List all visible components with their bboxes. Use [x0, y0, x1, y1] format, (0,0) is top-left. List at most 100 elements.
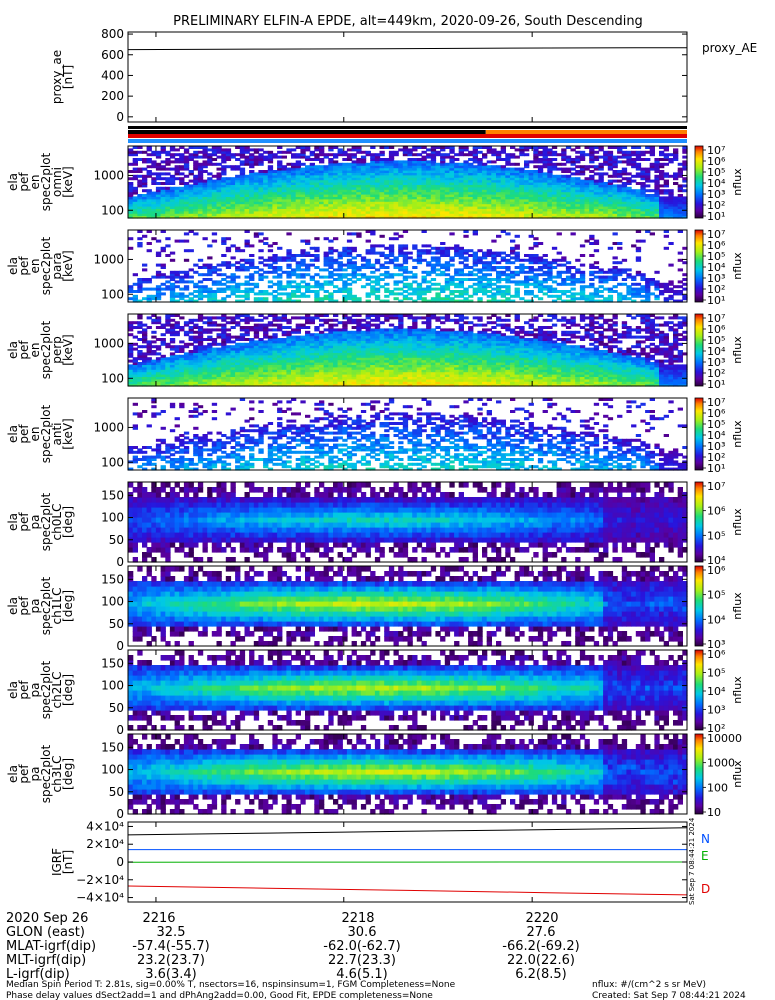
- y-axis-label-spec_ch1LC: [deg]: [61, 590, 75, 622]
- y-axis-label-spec_ch0LC: pef: [17, 512, 31, 532]
- footer-line-1: Median Spin Period T: 2.81s, sig=0.00% T…: [6, 980, 456, 990]
- y-axis-label-spec_ch0LC: [deg]: [61, 506, 75, 538]
- orbit-bars: [128, 126, 687, 143]
- y-tick-label-spec_ch2LC: 0: [116, 723, 124, 737]
- y-axis-label-spec_en_anti: pef: [17, 424, 31, 444]
- colorbar-tick-spec_en_para: 10⁵: [707, 250, 725, 263]
- x-tick-label: 2216: [142, 911, 175, 926]
- legend-igrf-n: N: [701, 832, 710, 846]
- ephem-row-label: MLAT-igrf(dip): [6, 939, 96, 954]
- colorbar-tick-spec_en_anti: 10⁴: [707, 429, 726, 442]
- colorbar-tick-spec_ch3LC: 10000: [707, 732, 742, 745]
- y-axis-label-spec_ch0LC: spec2plot: [39, 492, 53, 551]
- y-axis-label-spec_ch1LC: pa: [28, 599, 42, 614]
- colorbar-label-spec_ch2LC: nflux: [731, 676, 744, 704]
- panel-frame-spec_ch0LC: [127, 481, 688, 563]
- y-axis-label-spec_ch0LC: pa: [28, 515, 42, 530]
- colorbar-tick-spec_ch1LC: 10⁵: [707, 589, 725, 602]
- y-tick-label-spec_ch1LC: 150: [101, 572, 124, 586]
- y-axis-label-spec_en_para: ela: [6, 257, 20, 275]
- colorbar-tick-spec_en_anti: 10⁵: [707, 418, 725, 431]
- colorbar-tick-spec_ch0LC: 10⁷: [707, 480, 725, 493]
- y-tick-label-spec_ch3LC: 50: [109, 785, 124, 799]
- colorbar-tick-spec_en_anti: 10³: [707, 440, 725, 453]
- colorbar-tick-spec_en_para: 10²: [707, 283, 725, 296]
- colorbar-tick-spec_ch2LC: 10²: [707, 722, 725, 735]
- y-tick-label-igrf: −2×10⁴: [76, 873, 124, 887]
- y-tick-label-spec_ch1LC: 0: [116, 639, 124, 653]
- colorbar-tick-spec_ch2LC: 10⁴: [707, 685, 726, 698]
- y-axis-label-spec_en_perp: pef: [17, 340, 31, 360]
- y-axis-label-spec_ch3LC: ch3LC: [50, 756, 64, 793]
- colorbar-tick-spec_ch2LC: 10⁶: [707, 648, 726, 661]
- plot-title: PRELIMINARY ELFIN-A EPDE, alt=449km, 202…: [173, 14, 643, 29]
- colorbar-label-spec_ch0LC: nflux: [731, 508, 744, 536]
- colorbar-tick-spec_en_perp: 10⁷: [707, 312, 725, 325]
- y-tick-label-spec_ch3LC: 0: [116, 807, 124, 821]
- y-axis-label-spec_ch3LC: spec2plot: [39, 744, 53, 803]
- heatmap-cells-spec_ch2LC: [128, 650, 688, 731]
- y-axis-label-spec_en_omni: ela: [6, 173, 20, 191]
- y-axis-label-spec_en_anti: [keV]: [61, 418, 75, 449]
- panel-frame-spec_en_omni: [127, 145, 688, 219]
- y-tick-label-spec_en_omni: 1000: [93, 168, 124, 182]
- colorbar-tick-spec_en_anti: 10²: [707, 451, 725, 464]
- y-axis-label-spec_en_anti: anti: [50, 423, 64, 446]
- colorbar-tick-spec_en_para: 10⁶: [707, 239, 726, 252]
- y-axis-label-spec_en_para: pef: [17, 256, 31, 276]
- y-axis-label-spec_en_para: para: [50, 252, 64, 279]
- colorbar-tick-spec_ch3LC: 1000: [707, 757, 735, 770]
- ephem-value: 30.6: [348, 925, 377, 940]
- heatmap-cells-spec_en_omni: [128, 146, 688, 219]
- bar-bottom: [128, 139, 687, 143]
- y-axis-label-spec_en_perp: spec2plot: [39, 320, 53, 379]
- y-axis-label-spec_en_perp: en: [28, 343, 42, 358]
- y-axis-label-spec_ch1LC: ch1LC: [50, 588, 64, 625]
- colorbar-tick-spec_en_para: 10¹: [707, 294, 725, 307]
- y-tick-label-spec_ch0LC: 150: [101, 488, 124, 502]
- colorbar-label-spec_en_omni: nflux: [731, 168, 744, 196]
- heatmap-layer: [128, 146, 688, 815]
- y-tick-label-spec_ch2LC: 150: [101, 656, 124, 670]
- y-tick-label-igrf: 2×10⁴: [86, 837, 124, 851]
- series-line-proxy_ae-0: [127, 47, 688, 51]
- colorbar-tick-spec_en_para: 10⁷: [707, 228, 725, 241]
- y-tick-label-spec_en_perp: 1000: [93, 336, 124, 350]
- bar-segment: [128, 134, 687, 138]
- colorbar-tick-spec_en_perp: 10⁴: [707, 345, 726, 358]
- y-axis-label-spec_ch1LC: spec2plot: [39, 576, 53, 635]
- ephemeris-table: 2020 Sep 26 2216 2218 2220 GLON (east) 3…: [6, 911, 580, 982]
- colorbar-tick-spec_en_perp: 10⁶: [707, 323, 726, 336]
- y-axis-label-spec_ch1LC: ela: [6, 597, 20, 615]
- panel-frame-spec_en_para: [127, 229, 688, 303]
- y-tick-label-spec_ch1LC: 50: [109, 617, 124, 631]
- series-line-igrf-2: [127, 885, 688, 896]
- ephem-value: 4.6(5.1): [336, 967, 388, 982]
- ephem-value: 22.7(23.3): [328, 953, 396, 968]
- y-axis-label-spec_ch2LC: ela: [6, 681, 20, 699]
- footer-units: nflux: #/(cm^2 s sr MeV): [592, 980, 706, 990]
- panel-frame-proxy_ae: [127, 31, 688, 123]
- y-tick-label-spec_ch1LC: 100: [101, 595, 124, 609]
- y-axis-label-spec_ch1LC: pef: [17, 596, 31, 616]
- y-axis-label-spec_en_perp: [keV]: [61, 334, 75, 365]
- legend-igrf-e: E: [701, 849, 709, 863]
- colorbar-tick-spec_en_omni: 10⁵: [707, 166, 725, 179]
- y-tick-label-spec_en_perp: 100: [101, 371, 124, 385]
- colorbar-label-spec_ch3LC: nflux: [731, 760, 744, 788]
- y-tick-label-proxy_ae: 800: [101, 27, 124, 41]
- y-axis-label-spec_en_omni: omni: [50, 167, 64, 197]
- y-axis-label-spec_ch3LC: pef: [17, 764, 31, 784]
- footer-created: Created: Sat Sep 7 08:44:21 2024: [592, 991, 746, 1000]
- colorbar-tick-spec_en_omni: 10⁶: [707, 155, 726, 168]
- colorbar-spec_ch1LC: [694, 565, 704, 647]
- y-tick-label-spec_en_para: 1000: [93, 252, 124, 266]
- y-axis-label-spec_ch2LC: pa: [28, 683, 42, 698]
- colorbar-tick-spec_ch1LC: 10⁶: [707, 564, 726, 577]
- heatmap-cells-spec_ch1LC: [128, 566, 688, 647]
- y-axis-label-spec_en_perp: ela: [6, 341, 20, 359]
- ephem-value: 3.6(3.4): [145, 967, 197, 982]
- colorbar-tick-spec_en_perp: 10¹: [707, 378, 725, 391]
- y-tick-label-proxy_ae: 0: [116, 110, 124, 124]
